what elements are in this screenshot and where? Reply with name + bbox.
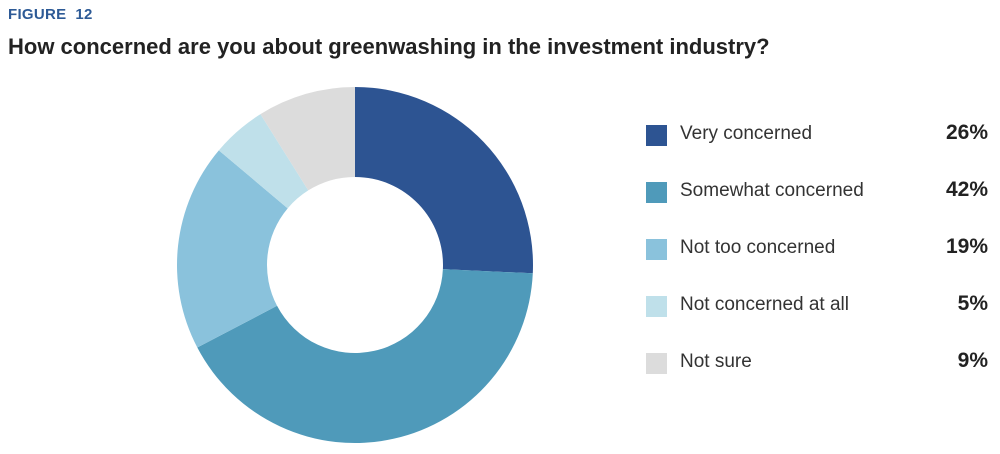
- legend-value: 42%: [945, 178, 988, 201]
- legend-swatch: [646, 182, 667, 203]
- donut-slice-not-concerned-at-all: [218, 114, 309, 209]
- legend-swatch: [646, 296, 667, 317]
- chart-title: How concerned are you about greenwashing…: [8, 34, 770, 59]
- donut-slice-very-concerned: [355, 87, 533, 274]
- legend-item-not-too-concerned: Not too concerned 19%: [646, 234, 992, 264]
- legend-swatch: [646, 353, 667, 374]
- legend-item-very-concerned: Very concerned 26%: [646, 120, 992, 150]
- legend-label: Not too concerned: [680, 237, 836, 258]
- legend-label: Not concerned at all: [680, 294, 849, 315]
- legend-item-somewhat-concerned: Somewhat concerned 42%: [646, 177, 992, 207]
- legend-value: 5%: [957, 292, 988, 315]
- legend-label: Somewhat concerned: [680, 180, 864, 201]
- donut-slice-somewhat-concerned: [197, 269, 533, 443]
- legend-swatch: [646, 125, 667, 146]
- legend-value: 9%: [957, 349, 988, 372]
- legend-item-not-sure: Not sure 9%: [646, 348, 992, 378]
- legend-label: Very concerned: [680, 123, 813, 144]
- figure-label: FIGURE 12: [8, 6, 93, 23]
- legend-item-not-concerned-at-all: Not concerned at all 5%: [646, 291, 992, 321]
- legend-value: 19%: [945, 235, 988, 258]
- legend-label: Not sure: [680, 351, 752, 372]
- legend-value: 26%: [945, 121, 988, 144]
- donut-slice-not-sure: [260, 87, 355, 191]
- donut-chart: [176, 87, 533, 443]
- legend-swatch: [646, 239, 667, 260]
- donut-slice-not-too-concerned: [176, 150, 288, 348]
